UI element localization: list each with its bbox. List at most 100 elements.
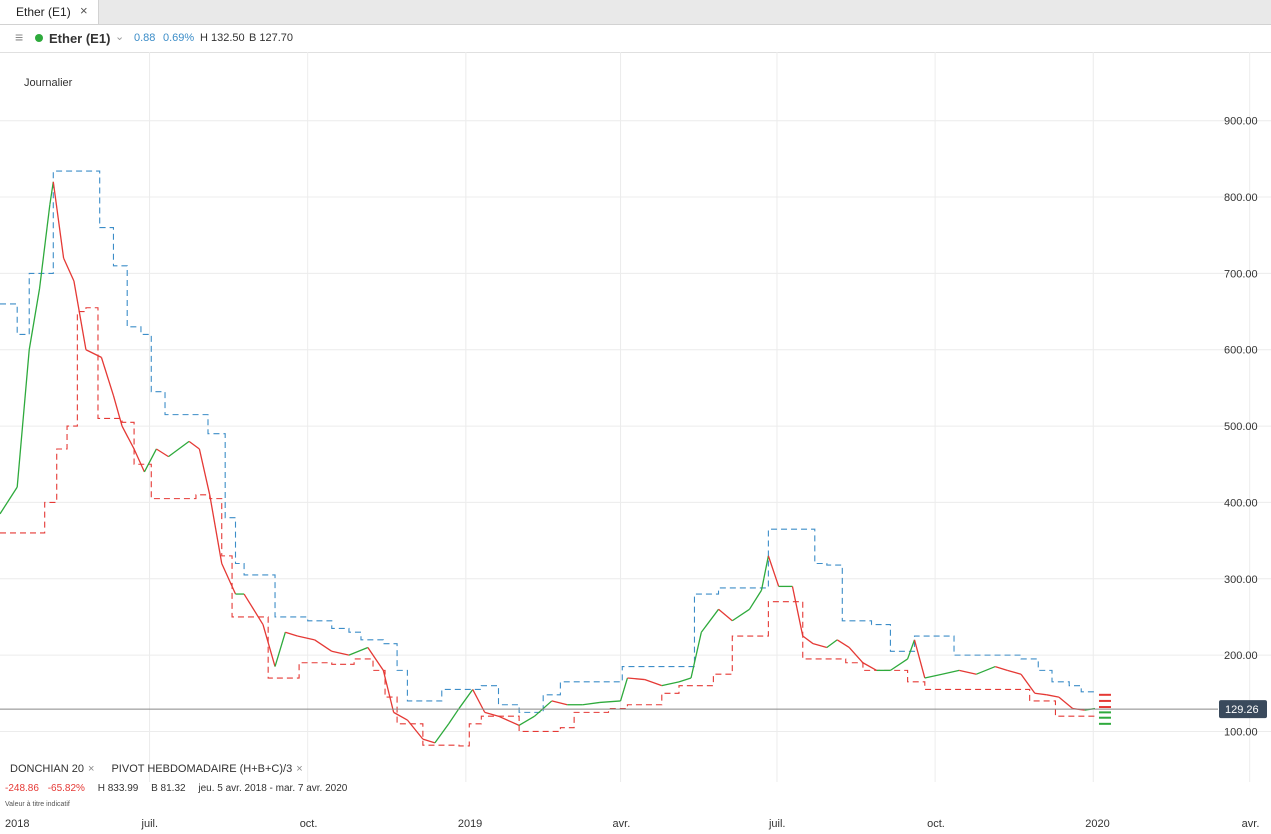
current-price-label: 129.26 bbox=[1225, 704, 1259, 716]
y-tick-label: 800.00 bbox=[1224, 192, 1258, 204]
close-icon[interactable]: × bbox=[80, 3, 88, 18]
donchian-upper-line bbox=[0, 170, 1096, 713]
timeframe-label: Journalier bbox=[24, 77, 73, 89]
price-segment bbox=[434, 723, 450, 744]
price-segment bbox=[156, 448, 169, 458]
price-segment bbox=[582, 701, 601, 706]
price-segment bbox=[627, 677, 645, 681]
price-segment bbox=[133, 448, 145, 473]
price-segment bbox=[85, 349, 102, 358]
high-price: H 132.50 bbox=[200, 32, 245, 44]
disclaimer-note: Valeur à titre indicatif bbox=[5, 801, 70, 808]
price-segment bbox=[221, 563, 237, 595]
price-change: 0.88 bbox=[134, 32, 156, 44]
remove-indicator-icon[interactable]: × bbox=[296, 763, 303, 775]
price-segment bbox=[518, 715, 535, 726]
x-tick-label: avr. bbox=[1242, 818, 1260, 830]
price-segment bbox=[661, 681, 680, 687]
price-segment bbox=[484, 711, 499, 717]
price-segment bbox=[472, 689, 486, 713]
price-segment bbox=[100, 357, 115, 396]
instrument-header: ≡ Ether (E1) ⌄ 0.88 0.69% H 132.50 B 127… bbox=[0, 25, 1271, 53]
price-segment bbox=[188, 440, 200, 450]
price-segment bbox=[448, 708, 460, 725]
price-segment bbox=[976, 665, 996, 675]
price-segment bbox=[243, 593, 264, 625]
x-tick-label: oct. bbox=[300, 818, 318, 830]
price-segment bbox=[262, 624, 276, 667]
tab-bar: Ether (E1) × bbox=[0, 0, 1271, 25]
price-segment bbox=[678, 677, 692, 683]
price-segment bbox=[348, 646, 369, 656]
price-segment bbox=[52, 181, 65, 259]
y-tick-label: 700.00 bbox=[1224, 268, 1258, 280]
price-segment bbox=[143, 448, 158, 473]
price-segment bbox=[285, 631, 298, 637]
price-segment bbox=[1046, 694, 1060, 698]
price-segment bbox=[1020, 673, 1036, 694]
price-segment bbox=[995, 665, 1008, 672]
price-segment bbox=[1058, 696, 1074, 710]
price-segment bbox=[63, 257, 75, 282]
price-segment bbox=[458, 689, 474, 709]
price-change-pct: 0.69% bbox=[163, 32, 195, 44]
range-stats: -248.86 -65.82% H 833.99 B 81.32 jeu. 5 … bbox=[5, 783, 347, 794]
price-segment bbox=[644, 678, 663, 687]
price-segment bbox=[1007, 669, 1022, 675]
tab-ether[interactable]: Ether (E1) × bbox=[0, 0, 99, 24]
price-segment bbox=[314, 639, 333, 652]
price-segment bbox=[73, 280, 87, 350]
price-segment bbox=[422, 738, 436, 744]
status-dot-icon bbox=[35, 34, 43, 42]
donchian-lower-line bbox=[0, 307, 1096, 747]
range-high: H 833.99 bbox=[97, 783, 139, 794]
price-segment bbox=[812, 643, 827, 649]
indicator-donchian[interactable]: DONCHIAN 20 bbox=[10, 763, 84, 775]
price-segment bbox=[382, 670, 395, 713]
x-tick-label: 2020 bbox=[1085, 818, 1109, 830]
range-change: -248.86 bbox=[5, 783, 39, 794]
price-segment bbox=[731, 608, 750, 622]
price-segment bbox=[907, 639, 916, 660]
price-segment bbox=[551, 700, 568, 706]
price-segment bbox=[700, 608, 720, 633]
indicator-legend: DONCHIAN 20 × PIVOT HEBDOMADAIRE (H+B+C)/… bbox=[10, 763, 303, 775]
price-segment bbox=[836, 639, 850, 649]
price-segment bbox=[862, 662, 877, 671]
price-segment bbox=[28, 288, 41, 350]
x-tick-label: avr. bbox=[613, 818, 631, 830]
x-tick-label: 2018 bbox=[5, 818, 29, 830]
price-segment bbox=[406, 719, 424, 740]
x-tick-label: juil. bbox=[141, 818, 159, 830]
y-tick-label: 900.00 bbox=[1224, 116, 1258, 128]
price-segment bbox=[690, 632, 702, 679]
x-tick-label: juil. bbox=[768, 818, 786, 830]
price-segment bbox=[826, 639, 838, 649]
instrument-name[interactable]: Ether (E1) bbox=[49, 31, 111, 46]
price-segment bbox=[848, 647, 864, 664]
price-segment bbox=[767, 555, 780, 587]
tab-label: Ether (E1) bbox=[16, 5, 71, 19]
price-chart[interactable]: 2018 juil. oct. 2019 avr. juil. oct. 2020 avr. 10… bbox=[0, 52, 1271, 834]
range-change-pct: -65.82% bbox=[47, 783, 85, 794]
price-segment bbox=[802, 635, 814, 645]
y-tick-label: 100.00 bbox=[1224, 726, 1258, 738]
y-tick-label: 200.00 bbox=[1224, 650, 1258, 662]
range-low: B 81.32 bbox=[151, 783, 186, 794]
price-segment bbox=[599, 700, 621, 704]
y-tick-label: 400.00 bbox=[1224, 497, 1258, 509]
price-segment bbox=[274, 632, 286, 667]
range-dates: jeu. 5 avr. 2018 - mar. 7 avr. 2020 bbox=[198, 783, 348, 794]
price-segment bbox=[393, 711, 408, 721]
price-segment bbox=[209, 494, 223, 564]
x-tick-label: 2019 bbox=[458, 818, 482, 830]
price-segment bbox=[0, 486, 18, 515]
price-segment bbox=[168, 440, 190, 458]
indicator-pivot[interactable]: PIVOT HEBDOMADAIRE (H+B+C)/3 bbox=[111, 763, 293, 775]
current-price-tag bbox=[1219, 700, 1267, 719]
price-segment bbox=[718, 608, 733, 622]
price-segment bbox=[16, 349, 30, 488]
menu-icon[interactable]: ≡ bbox=[15, 29, 24, 45]
remove-indicator-icon[interactable]: × bbox=[87, 763, 95, 775]
chevron-down-icon[interactable]: ⌄ bbox=[115, 31, 125, 43]
